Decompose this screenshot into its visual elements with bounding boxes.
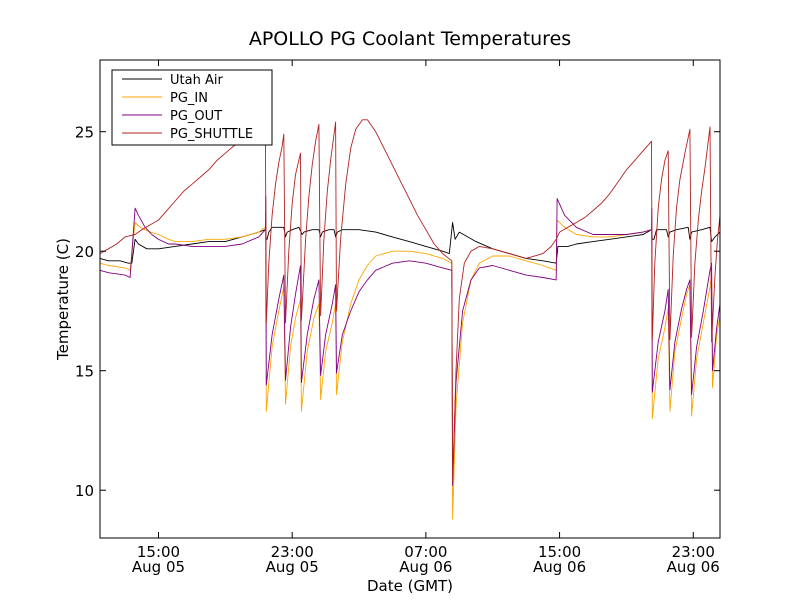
legend-label-utah-air: Utah Air (170, 73, 223, 88)
legend-label-pg-in: PG_IN (170, 91, 208, 106)
legend-label-pg-shuttle: PG_SHUTTLE (170, 127, 253, 142)
legend: Utah Air PG_IN PG_OUT PG_SHUTTLE (111, 69, 273, 146)
x-tick-time-label: 07:00 (404, 543, 447, 561)
y-axis-label: Temperature (C) (54, 238, 72, 361)
legend-label-pg-out: PG_OUT (170, 109, 222, 124)
x-tick-time-label: 15:00 (137, 543, 180, 561)
x-tick-time-label: 15:00 (538, 543, 581, 561)
y-tick-label: 10 (75, 482, 94, 500)
x-tick-time-label: 23:00 (672, 543, 715, 561)
y-tick-label: 15 (75, 363, 94, 381)
x-tick-date-label: Aug 05 (132, 558, 185, 576)
x-tick-date-label: Aug 05 (266, 558, 319, 576)
y-axis-ticks: 10 15 20 25 (75, 124, 720, 500)
y-tick-label: 20 (75, 243, 94, 261)
series-line-pg-out (99, 195, 721, 486)
series-line-utah-air (99, 222, 721, 264)
x-tick-date-label: Aug 06 (533, 558, 586, 576)
x-axis-label: Date (GMT) (367, 577, 453, 595)
plot-frame (99, 59, 721, 539)
chart-title: APOLLO PG Coolant Temperatures (249, 28, 571, 50)
x-tick-date-label: Aug 06 (667, 558, 720, 576)
x-tick-time-label: 23:00 (271, 543, 314, 561)
y-tick-label: 25 (75, 124, 94, 142)
x-tick-date-label: Aug 06 (399, 558, 452, 576)
